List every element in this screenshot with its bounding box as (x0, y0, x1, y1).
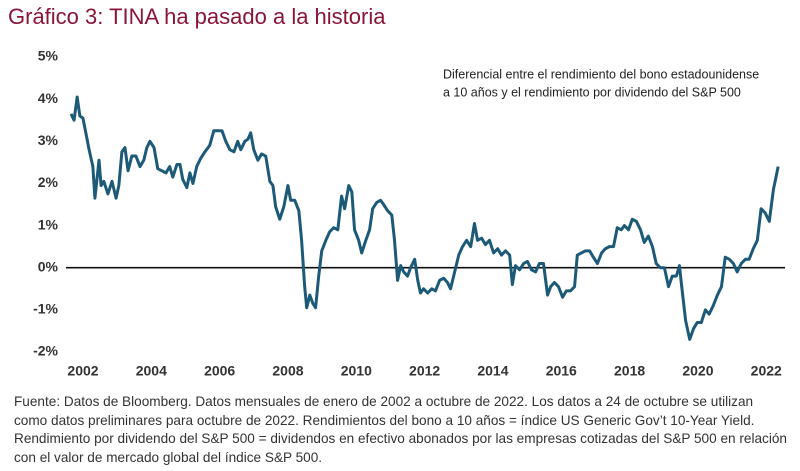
x-tick-label: 2014 (477, 363, 508, 379)
y-tick-label: 5% (38, 48, 59, 64)
x-tick-label: 2020 (682, 363, 713, 379)
x-tick-label: 2002 (67, 363, 98, 379)
y-tick-label: 1% (38, 216, 59, 232)
x-tick-label: 2012 (409, 363, 440, 379)
annotation: Diferencial entre el rendimiento del bon… (443, 67, 759, 81)
x-tick-label: 2006 (204, 363, 235, 379)
x-tick-label: 2008 (272, 363, 303, 379)
y-tick-label: 3% (38, 132, 59, 148)
x-tick-label: 2016 (546, 363, 577, 379)
y-tick-label: -1% (33, 301, 58, 317)
x-tick-label: 2004 (136, 363, 167, 379)
y-tick-label: -2% (33, 343, 58, 359)
data-line (69, 95, 780, 341)
y-tick-label: 4% (38, 90, 59, 106)
y-tick-label: 0% (38, 258, 59, 274)
chart-title: Gráfico 3: TINA ha pasado a la historia (8, 4, 386, 29)
chart: Gráfico 3: TINA ha pasado a la historia … (8, 4, 785, 379)
annotation: a 10 años y el rendimiento por dividendo… (443, 85, 741, 99)
footnote: Fuente: Datos de Bloomberg. Datos mensua… (14, 394, 787, 465)
x-tick-label: 2018 (614, 363, 645, 379)
x-tick-label: 2022 (751, 363, 782, 379)
x-tick-label: 2010 (341, 363, 372, 379)
y-tick-label: 2% (38, 174, 59, 190)
